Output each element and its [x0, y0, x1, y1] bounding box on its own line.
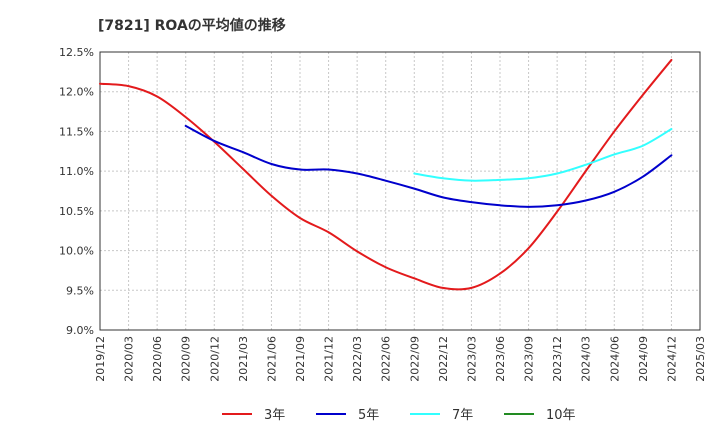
- legend-label: 5年: [358, 408, 379, 423]
- x-tick-label: 2022/09: [408, 336, 421, 382]
- y-tick-label: 9.5%: [66, 284, 94, 297]
- x-tick-label: 2024/06: [608, 336, 621, 382]
- y-tick-label: 12.5%: [59, 46, 94, 59]
- y-tick-label: 9.0%: [66, 324, 94, 337]
- x-tick-label: 2021/12: [323, 336, 336, 382]
- legend-label: 7年: [452, 408, 473, 423]
- x-tick-label: 2021/03: [237, 336, 250, 382]
- x-tick-label: 2024/12: [665, 336, 678, 382]
- y-tick-label: 12.0%: [59, 86, 94, 99]
- series-line-2: [184, 124, 673, 208]
- x-tick-label: 2023/12: [551, 336, 564, 382]
- series-line-3: [413, 128, 673, 182]
- series-line-1: [99, 58, 673, 291]
- x-tick-label: 2024/03: [580, 336, 593, 382]
- x-tick-label: 2024/09: [637, 336, 650, 382]
- y-tick-label: 11.0%: [59, 165, 94, 178]
- chart-title: [7821] ROAの平均値の推移: [98, 17, 286, 34]
- y-tick-label: 11.5%: [59, 125, 94, 138]
- x-tick-label: 2020/12: [208, 336, 221, 382]
- x-tick-label: 2020/09: [180, 336, 193, 382]
- x-tick-label: 2022/03: [351, 336, 364, 382]
- x-tick-label: 2023/06: [494, 336, 507, 382]
- y-tick-label: 10.0%: [59, 245, 94, 258]
- x-tick-label: 2020/06: [151, 336, 164, 382]
- x-tick-label: 2019/12: [94, 336, 107, 382]
- plot-frame: [99, 51, 701, 331]
- x-tick-label: 2022/12: [437, 336, 450, 382]
- legend-label: 3年: [264, 408, 285, 423]
- x-tick-label: 2023/09: [523, 336, 536, 382]
- axis-layer: 9.0% 9.5% 10.0% 10.5% 11.0% 11.5% 12.0% 12.5% 20…: [59, 46, 707, 382]
- x-tick-label: 2020/03: [123, 336, 136, 382]
- legend-label: 10年: [546, 408, 576, 423]
- y-tick-label: 10.5%: [59, 205, 94, 218]
- x-tick-label: 2021/06: [265, 336, 278, 382]
- x-tick-label: 2021/09: [294, 336, 307, 382]
- x-tick-label: 2023/03: [465, 336, 478, 382]
- x-tick-label: 2022/06: [380, 336, 393, 382]
- legend: 3年 5年 7年 10年: [222, 408, 576, 423]
- grid-layer: [99, 51, 701, 331]
- series-layer: [99, 58, 673, 291]
- x-tick-label: 2025/03: [694, 336, 707, 382]
